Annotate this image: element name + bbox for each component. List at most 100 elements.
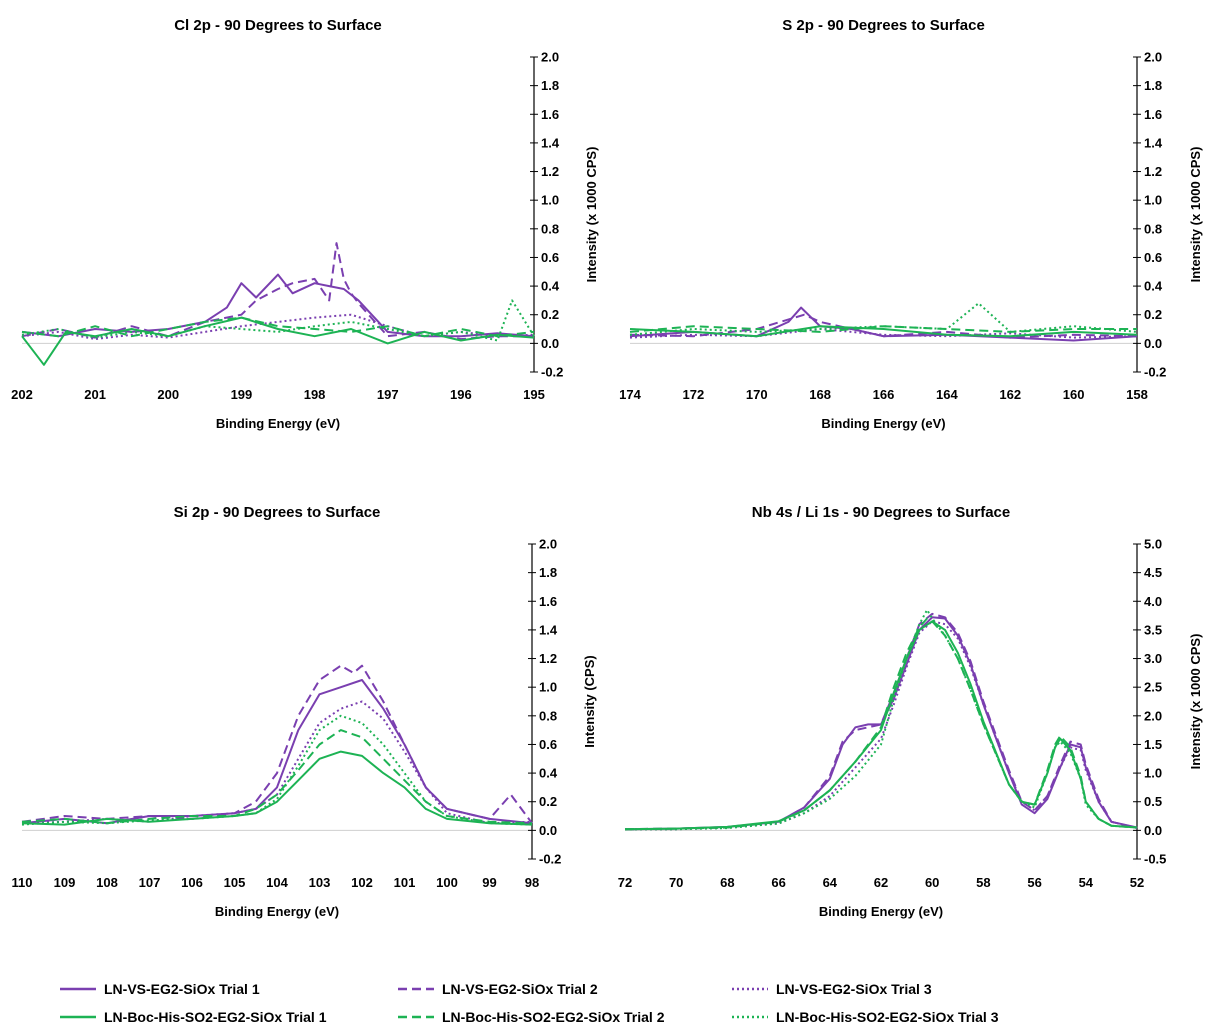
- y-tick-label: 0.0: [1144, 336, 1162, 351]
- x-tick-label: 168: [809, 387, 831, 402]
- x-tick-label: 102: [351, 875, 373, 890]
- series-line-vs2: [629, 313, 1138, 339]
- series-line-vs2: [624, 612, 1138, 831]
- x-tick-label: 60: [925, 875, 939, 890]
- x-axis-label: Binding Energy (eV): [821, 416, 945, 431]
- y-tick-label: 0.8: [539, 708, 557, 723]
- x-tick-label: 200: [157, 387, 179, 402]
- y-tick-label: 3.5: [1144, 622, 1162, 637]
- x-tick-label: 164: [936, 387, 958, 402]
- x-tick-label: 101: [394, 875, 416, 890]
- x-tick-label: 172: [683, 387, 705, 402]
- y-tick-label: 4.5: [1144, 565, 1162, 580]
- y-tick-label: 1.0: [1144, 766, 1162, 781]
- y-tick-label: 0.6: [539, 737, 557, 752]
- y-tick-label: 2.0: [1144, 708, 1162, 723]
- x-tick-label: 52: [1130, 875, 1144, 890]
- x-tick-label: 197: [377, 387, 399, 402]
- y-tick-label: 5.0: [1144, 537, 1162, 552]
- x-tick-label: 105: [224, 875, 246, 890]
- x-tick-label: 170: [746, 387, 768, 402]
- y-tick-label: 2.0: [1144, 50, 1162, 65]
- y-tick-label: 0.4: [541, 279, 560, 294]
- legend-label: LN-Boc-His-SO2-EG2-SiOx Trial 2: [442, 1009, 665, 1025]
- x-tick-label: 72: [618, 875, 632, 890]
- x-axis-label: Binding Energy (eV): [819, 904, 943, 919]
- x-axis-label: Binding Energy (eV): [216, 416, 340, 431]
- y-tick-label: 0.2: [1144, 307, 1162, 322]
- y-tick-label: 4.0: [1144, 594, 1162, 609]
- x-tick-label: 158: [1126, 387, 1148, 402]
- legend-label: LN-Boc-His-SO2-EG2-SiOx Trial 3: [776, 1009, 999, 1025]
- y-tick-label: 1.2: [1144, 164, 1162, 179]
- x-tick-label: 64: [823, 875, 838, 890]
- x-tick-label: 106: [181, 875, 203, 890]
- y-tick-label: 1.8: [1144, 78, 1162, 93]
- series-line-boc1: [21, 316, 535, 366]
- x-tick-label: 70: [669, 875, 683, 890]
- y-tick-label: 0.4: [1144, 279, 1163, 294]
- chart-panel: Nb 4s / Li 1s - 90 Degrees to Surface -0.…: [618, 504, 1203, 919]
- legend-item: LN-Boc-His-SO2-EG2-SiOx Trial 1: [60, 1009, 327, 1025]
- y-tick-label: -0.2: [539, 852, 561, 867]
- legend-item: LN-VS-EG2-SiOx Trial 2: [398, 981, 598, 997]
- y-tick-label: 0.0: [541, 336, 559, 351]
- y-tick-label: 1.2: [541, 164, 559, 179]
- y-tick-label: 1.2: [539, 651, 557, 666]
- x-tick-label: 174: [619, 387, 641, 402]
- legend-item: LN-Boc-His-SO2-EG2-SiOx Trial 2: [398, 1009, 665, 1025]
- y-tick-label: 1.6: [539, 594, 557, 609]
- series-line-boc2: [629, 325, 1137, 333]
- x-tick-label: 108: [96, 875, 118, 890]
- legend-item: LN-VS-EG2-SiOx Trial 3: [732, 981, 932, 997]
- y-tick-label: 1.4: [1144, 135, 1163, 150]
- y-tick-label: 1.0: [539, 680, 557, 695]
- y-axis-label: Intensity (x 1000 CPS): [1188, 634, 1203, 770]
- y-tick-label: 1.0: [1144, 193, 1162, 208]
- series-line-vs1: [624, 616, 1138, 831]
- y-tick-label: 3.0: [1144, 651, 1162, 666]
- y-tick-label: 2.0: [539, 537, 557, 552]
- legend-item: LN-Boc-His-SO2-EG2-SiOx Trial 3: [732, 1009, 999, 1025]
- x-tick-label: 201: [84, 387, 106, 402]
- x-tick-label: 162: [999, 387, 1021, 402]
- x-tick-label: 62: [874, 875, 888, 890]
- y-tick-label: 0.8: [541, 221, 559, 236]
- x-tick-label: 166: [873, 387, 895, 402]
- chart-panel: Si 2p - 90 Degrees to Surface -0.2 0.0 0.2 0…: [12, 504, 597, 919]
- x-tick-label: 104: [266, 875, 288, 890]
- y-tick-label: 0.8: [1144, 221, 1162, 236]
- x-tick-label: 58: [976, 875, 990, 890]
- x-tick-label: 198: [304, 387, 326, 402]
- series-line-boc2: [21, 316, 535, 338]
- legend-label: LN-VS-EG2-SiOx Trial 2: [442, 981, 598, 997]
- x-tick-label: 202: [11, 387, 33, 402]
- y-tick-label: 0.2: [541, 307, 559, 322]
- y-tick-label: 0.6: [1144, 250, 1162, 265]
- series-line-boc3: [21, 714, 533, 826]
- x-tick-label: 98: [525, 875, 539, 890]
- x-tick-label: 100: [436, 875, 458, 890]
- y-tick-label: 1.8: [541, 78, 559, 93]
- x-tick-label: 68: [720, 875, 734, 890]
- legend-item: LN-VS-EG2-SiOx Trial 1: [60, 981, 260, 997]
- x-tick-label: 56: [1027, 875, 1041, 890]
- y-tick-label: 1.5: [1144, 737, 1162, 752]
- series-line-vs3: [21, 700, 533, 825]
- y-tick-label: -0.5: [1144, 852, 1166, 867]
- chart-panel: Cl 2p - 90 Degrees to Surface -0.2 0.0 0.2 0…: [11, 17, 599, 431]
- x-tick-label: 66: [771, 875, 785, 890]
- y-tick-label: 2.0: [541, 50, 559, 65]
- y-axis-label: Intensity (CPS): [582, 655, 597, 747]
- legend: LN-VS-EG2-SiOx Trial 1 LN-VS-EG2-SiOx Tri…: [60, 981, 999, 1025]
- series-line-vs2: [21, 242, 534, 341]
- y-axis-label: Intensity (x 1000 CPS): [584, 147, 599, 283]
- x-tick-label: 110: [12, 875, 33, 890]
- x-tick-label: 109: [54, 875, 76, 890]
- legend-label: LN-VS-EG2-SiOx Trial 3: [776, 981, 932, 997]
- y-tick-label: 0.5: [1144, 794, 1162, 809]
- series-line-boc1: [629, 325, 1138, 338]
- chart-title: S 2p - 90 Degrees to Surface: [782, 17, 985, 34]
- y-tick-label: 1.4: [539, 622, 558, 637]
- legend-label: LN-Boc-His-SO2-EG2-SiOx Trial 1: [104, 1009, 327, 1025]
